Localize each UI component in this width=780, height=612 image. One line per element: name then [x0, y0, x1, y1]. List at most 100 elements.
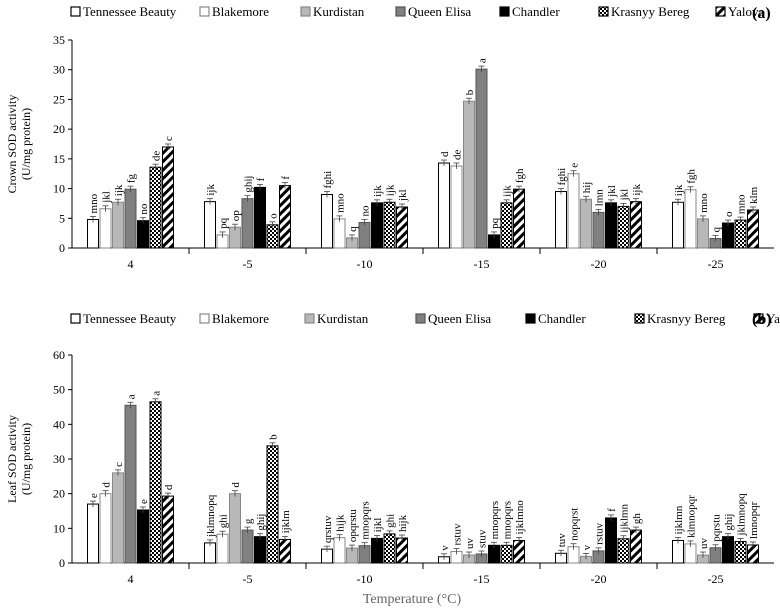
bar: [513, 188, 525, 249]
x-tick-label: -5: [243, 572, 253, 586]
bar: [99, 208, 112, 249]
significance-label: jkl: [619, 189, 631, 202]
bar: [630, 529, 642, 564]
significance-label: a: [126, 394, 138, 399]
significance-label: klm: [748, 186, 760, 204]
significance-label: ijk: [502, 185, 514, 197]
significance-label: mno: [335, 193, 347, 213]
y-tick-label: 30: [53, 63, 65, 77]
significance-label: pqrstu: [711, 514, 723, 542]
y-tick-label: 5: [59, 211, 65, 225]
legend-swatch: [70, 313, 81, 324]
bar: [697, 218, 709, 249]
significance-label: e: [569, 163, 581, 168]
bar: [630, 201, 642, 249]
significance-label: b: [268, 434, 280, 440]
significance-label: b: [464, 89, 476, 95]
significance-label: d: [101, 482, 113, 488]
legend-swatch: [598, 6, 609, 17]
significance-label: no: [138, 203, 150, 215]
bar: [333, 537, 346, 564]
bar: [112, 472, 124, 564]
bar: [580, 198, 592, 249]
bar: [555, 191, 567, 249]
y-tick-label: 25: [53, 92, 65, 106]
significance-label: ijk: [631, 184, 643, 196]
bar: [321, 194, 333, 249]
significance-label: q: [711, 226, 723, 232]
legend-label: Yalova: [728, 4, 764, 19]
significance-label: fg: [126, 174, 138, 184]
x-tick-label: -15: [474, 257, 490, 271]
significance-label: ijk: [673, 184, 685, 196]
legend-label: Tennessee Beauty: [83, 4, 177, 19]
significance-label: ijkl: [372, 518, 384, 533]
x-tick-label: -25: [708, 572, 724, 586]
significance-label: jklmnopq: [736, 493, 748, 537]
x-tick-label: 4: [128, 257, 134, 271]
significance-label: g: [243, 518, 255, 524]
significance-label: de: [151, 151, 163, 162]
y-tick-label: 50: [53, 383, 65, 397]
significance-label: jkl: [101, 191, 113, 204]
bar: [204, 542, 216, 564]
bar: [279, 185, 291, 249]
bar: [229, 493, 241, 564]
significance-label: fgh: [514, 168, 526, 183]
significance-label: mno: [736, 194, 748, 214]
significance-label: ijk: [113, 184, 125, 196]
significance-label: ijk: [205, 184, 217, 196]
bar: [672, 539, 684, 564]
bar: [371, 537, 383, 564]
leaf-sod-panel: Tennessee Beauty Blakemore Kurdistan Queen …: [5, 311, 780, 586]
bar: [112, 201, 124, 249]
significance-label: hijk: [397, 514, 409, 532]
bar: [722, 222, 734, 249]
y-tick-label: 10: [53, 182, 65, 196]
significance-label: ijklm: [280, 510, 292, 534]
legend-label: Yalova: [766, 311, 780, 326]
significance-label: d: [439, 151, 451, 157]
x-tick-label: -20: [591, 257, 607, 271]
bar: [279, 538, 291, 564]
bar: [266, 445, 279, 564]
significance-label: v: [439, 545, 451, 551]
significance-label: d: [230, 482, 242, 488]
y-tick-label: 30: [53, 452, 65, 466]
bar: [500, 202, 513, 249]
significance-label: ijklmno: [514, 500, 526, 535]
significance-label: opqrstu: [347, 509, 359, 543]
bar: [592, 211, 605, 249]
bar: [617, 205, 630, 249]
significance-label: pq: [489, 217, 501, 229]
y-tick-label: 10: [53, 521, 65, 535]
legend-swatch: [415, 313, 426, 324]
y-tick-label: 35: [53, 33, 65, 47]
significance-label: fgh: [686, 169, 698, 184]
bar: [137, 509, 149, 564]
legend-swatch: [199, 313, 210, 324]
bar: [438, 162, 450, 249]
significance-label: ijk: [385, 184, 397, 196]
legend-swatch: [300, 6, 311, 17]
significance-label: ghij: [723, 514, 735, 531]
bar: [266, 224, 279, 249]
bar: [684, 189, 697, 249]
significance-label: ghij: [255, 514, 267, 531]
significance-label: mnopqrs: [360, 501, 372, 540]
significance-label: de: [452, 149, 464, 160]
significance-label: mno: [698, 193, 710, 213]
significance-label: gh: [631, 513, 643, 525]
legend-label: Krasnyy Bereg: [647, 311, 726, 326]
significance-label: lmnopqr: [748, 501, 760, 539]
legend-label: Queen Elisa: [408, 4, 471, 19]
legend-label: Chandler: [538, 311, 586, 326]
significance-label: d: [163, 484, 175, 490]
significance-label: tuv: [556, 533, 568, 548]
significance-label: a: [477, 58, 489, 63]
legend-label: Tennessee Beauty: [83, 311, 177, 326]
significance-label: f: [606, 508, 618, 512]
bar: [722, 536, 734, 564]
bar: [475, 68, 488, 249]
significance-label: pq: [218, 217, 230, 229]
